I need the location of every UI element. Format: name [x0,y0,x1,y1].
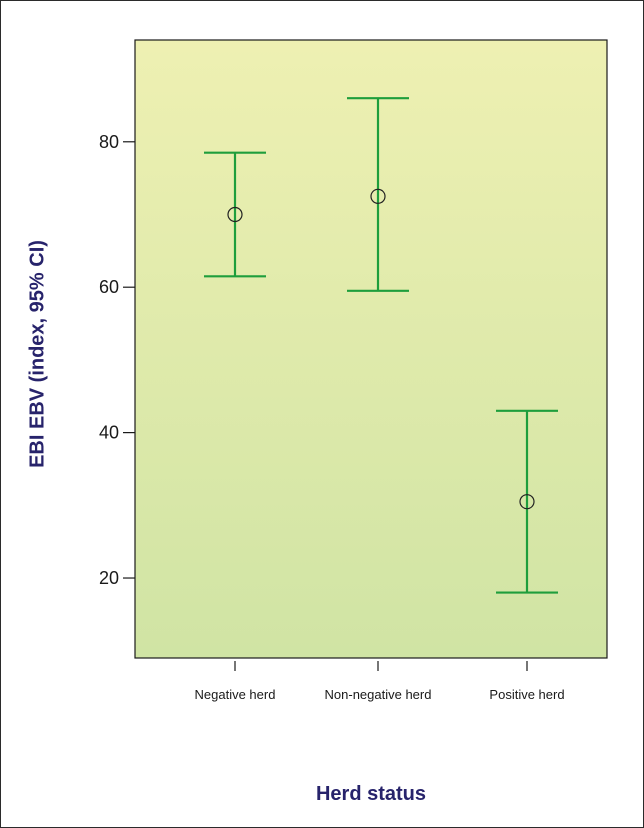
y-tick-label: 20 [99,568,119,588]
plot-area [134,39,608,659]
y-tick-label: 60 [99,277,119,297]
mean-marker [227,206,243,223]
y-tick-label: 40 [99,423,119,443]
x-axis-title: Herd status [316,783,426,805]
x-tick-label: Negative herd [195,687,276,702]
mean-marker [519,494,535,510]
x-tick-label: Non-negative herd [325,687,432,702]
y-tick-label: 80 [99,132,119,152]
error-bars [204,97,558,594]
mean-marker [370,188,386,204]
y-axis: 20 40 60 80 [99,132,135,588]
y-axis-title: EBI EBV (index, 95% CI) [26,240,48,468]
x-axis: Negative herd Non-negative herd Positive h… [195,661,565,702]
x-tick-label: Positive herd [489,687,564,702]
